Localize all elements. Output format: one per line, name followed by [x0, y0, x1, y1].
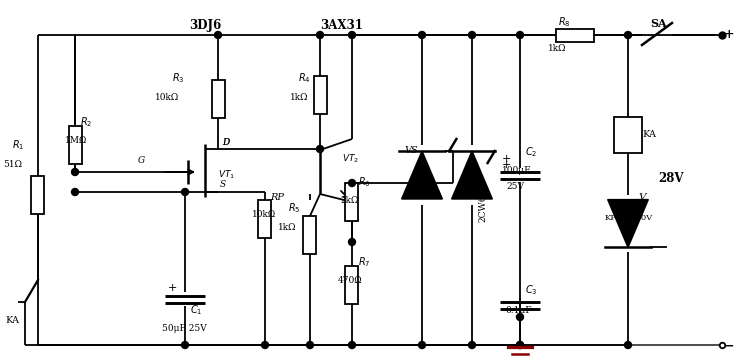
Text: +: + [724, 28, 735, 41]
Text: $VT_2$: $VT_2$ [342, 152, 359, 165]
Circle shape [468, 342, 476, 348]
Polygon shape [607, 200, 649, 247]
Text: 100μF: 100μF [502, 166, 532, 175]
Text: $R_4$: $R_4$ [298, 71, 310, 85]
Text: 0.1μF: 0.1μF [505, 306, 532, 315]
Circle shape [307, 342, 313, 348]
Text: $C_2$: $C_2$ [525, 145, 537, 159]
Text: 10kΩ: 10kΩ [155, 93, 180, 102]
Text: 1kΩ: 1kΩ [290, 93, 308, 102]
Circle shape [72, 188, 79, 196]
Text: +: + [168, 283, 177, 293]
Text: 2CW62: 2CW62 [478, 189, 487, 222]
Bar [614, 117, 642, 153]
Circle shape [517, 31, 524, 39]
Text: KA: KA [642, 130, 656, 139]
Text: G: G [138, 156, 145, 165]
Bar [69, 126, 82, 164]
Bar [556, 29, 594, 41]
Circle shape [349, 238, 355, 246]
Text: 1kΩ: 1kΩ [548, 44, 566, 53]
Text: −: − [724, 340, 735, 353]
Text: KA: KA [5, 316, 19, 325]
Bar [346, 183, 358, 221]
Text: KP1A/100V: KP1A/100V [605, 214, 653, 222]
Circle shape [468, 31, 476, 39]
Circle shape [182, 188, 188, 196]
Bar [304, 216, 316, 254]
Text: 28V: 28V [658, 172, 684, 185]
Circle shape [349, 31, 355, 39]
Text: D: D [222, 138, 229, 147]
Polygon shape [452, 151, 492, 199]
Circle shape [517, 342, 524, 348]
Bar [313, 76, 326, 114]
Text: D: D [222, 138, 229, 147]
Polygon shape [402, 151, 442, 199]
Circle shape [418, 31, 426, 39]
Text: 470Ω: 470Ω [338, 276, 363, 285]
Text: +: + [502, 160, 512, 170]
Bar [259, 200, 272, 238]
Circle shape [517, 342, 524, 348]
Text: 50μF 25V: 50μF 25V [162, 324, 206, 333]
Circle shape [349, 342, 355, 348]
Text: RP: RP [270, 193, 284, 202]
Text: 25V: 25V [506, 182, 524, 191]
Text: +: + [502, 154, 512, 164]
Text: $R_1$: $R_1$ [12, 138, 25, 152]
Circle shape [517, 313, 524, 321]
Text: $R_3$: $R_3$ [172, 71, 185, 85]
Circle shape [316, 146, 323, 152]
Text: 1MΩ: 1MΩ [65, 136, 88, 145]
Text: VS: VS [405, 146, 419, 155]
Text: $R_2$: $R_2$ [80, 115, 92, 129]
Text: $R_5$: $R_5$ [288, 201, 301, 215]
Text: $R_8$: $R_8$ [558, 15, 571, 29]
Circle shape [72, 169, 79, 176]
Circle shape [625, 342, 631, 348]
Circle shape [215, 31, 221, 39]
Text: S: S [220, 180, 226, 189]
Text: 1kΩ: 1kΩ [278, 223, 296, 232]
Bar [212, 80, 224, 118]
Text: 3AX31: 3AX31 [321, 19, 364, 32]
Circle shape [625, 31, 631, 39]
Text: 3DJ6: 3DJ6 [189, 19, 221, 32]
Circle shape [316, 31, 323, 39]
Text: SA: SA [650, 18, 666, 29]
Text: $C_3$: $C_3$ [525, 283, 538, 297]
Text: $VT_1$: $VT_1$ [218, 169, 235, 181]
Bar [346, 266, 358, 304]
Text: 10kΩ: 10kΩ [252, 210, 276, 219]
Circle shape [349, 180, 355, 186]
Circle shape [262, 342, 269, 348]
Text: 2kΩ: 2kΩ [340, 196, 358, 205]
Text: 51Ω: 51Ω [3, 160, 22, 169]
Text: V: V [638, 193, 646, 202]
Text: $R_7$: $R_7$ [358, 255, 370, 269]
Circle shape [182, 342, 188, 348]
Text: $C_1$: $C_1$ [190, 303, 203, 317]
Bar [31, 176, 44, 214]
Circle shape [418, 342, 426, 348]
Text: $R_6$: $R_6$ [358, 175, 371, 189]
